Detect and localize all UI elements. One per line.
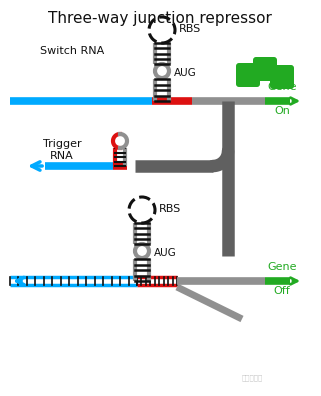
FancyBboxPatch shape bbox=[236, 63, 260, 87]
Text: RNA: RNA bbox=[50, 151, 74, 161]
Text: Gene: Gene bbox=[267, 82, 297, 92]
Text: Trigger: Trigger bbox=[43, 139, 81, 149]
Text: AUG: AUG bbox=[154, 248, 177, 258]
FancyBboxPatch shape bbox=[253, 57, 277, 81]
Text: Off: Off bbox=[273, 286, 291, 296]
Text: Switch RNA: Switch RNA bbox=[40, 46, 104, 56]
Text: 蓝海星智库: 蓝海星智库 bbox=[241, 375, 263, 381]
Text: Three-way junction repressor: Three-way junction repressor bbox=[48, 11, 272, 25]
Text: AUG: AUG bbox=[174, 68, 197, 78]
Circle shape bbox=[135, 244, 149, 258]
Text: Gene: Gene bbox=[267, 262, 297, 272]
FancyBboxPatch shape bbox=[270, 65, 294, 89]
Circle shape bbox=[155, 64, 169, 78]
Text: On: On bbox=[274, 106, 290, 116]
Text: RBS: RBS bbox=[179, 24, 201, 34]
Text: RBS: RBS bbox=[159, 204, 181, 214]
